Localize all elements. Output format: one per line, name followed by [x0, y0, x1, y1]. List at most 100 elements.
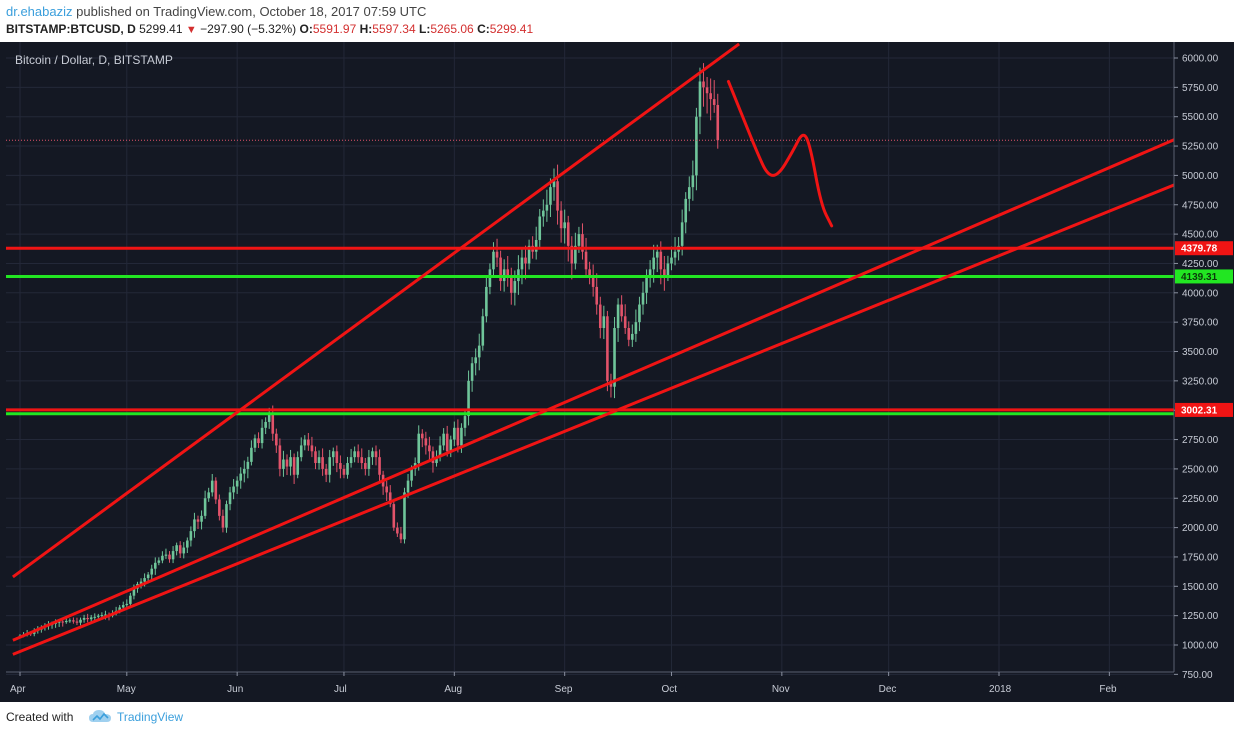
- candle-body: [552, 181, 556, 188]
- candle-body: [189, 531, 193, 541]
- time-tick-label: Oct: [661, 684, 677, 695]
- candle-body: [353, 451, 356, 458]
- candle-body: [321, 457, 324, 469]
- candle-body: [367, 457, 371, 469]
- candle-body: [588, 269, 591, 276]
- candle-body: [417, 433, 421, 464]
- price-chart[interactable]: Bitcoin / Dollar, D, BITSTAMP 750.00 1000.…: [0, 42, 1234, 702]
- candle-body: [712, 99, 716, 105]
- candle-body: [641, 292, 645, 305]
- close-value: 5299.41: [489, 22, 534, 36]
- time-tick-label: Sep: [555, 684, 573, 695]
- author-link[interactable]: dr.ehabaziz: [6, 4, 73, 19]
- candle-body: [232, 486, 235, 493]
- candle-body: [378, 457, 381, 475]
- candle-body: [161, 555, 164, 561]
- candle-body: [556, 181, 559, 211]
- candle-body: [602, 316, 606, 329]
- candle-body: [282, 459, 285, 469]
- candles: [18, 63, 720, 639]
- candle-body: [196, 519, 200, 522]
- candle-body: [68, 620, 72, 622]
- candle-body: [577, 234, 581, 246]
- candle-body: [673, 251, 677, 258]
- time-tick-label: Jun: [227, 684, 243, 695]
- candle-body: [687, 187, 691, 199]
- candle-body: [146, 574, 150, 579]
- high-label: H:: [359, 22, 373, 36]
- price-tick-label: 2000.00: [1182, 523, 1219, 534]
- candle-body: [716, 104, 720, 141]
- candle-body: [200, 515, 203, 522]
- chart-panel[interactable]: Bitcoin / Dollar, D, BITSTAMP 750.00 1000.…: [0, 42, 1234, 702]
- candle-body: [292, 457, 296, 475]
- candle-body: [584, 251, 588, 270]
- candle-body: [470, 363, 474, 381]
- candle-body: [64, 620, 68, 623]
- level-tag-label: 4139.31: [1181, 272, 1218, 283]
- candle-body: [559, 210, 563, 229]
- candle-body: [150, 568, 154, 575]
- candle-body: [129, 595, 132, 604]
- candle-body: [97, 615, 100, 617]
- candle-body: [75, 621, 79, 623]
- candle-body: [399, 533, 403, 540]
- candle-body: [620, 304, 623, 317]
- publication-header: dr.ehabaziz published on TradingView.com…: [0, 0, 1234, 42]
- candle-body: [61, 621, 65, 623]
- price-change: −297.90 (−5.32%): [200, 22, 297, 36]
- candle-body: [520, 257, 524, 270]
- candle-body: [403, 492, 406, 540]
- candle-body: [57, 621, 61, 623]
- price-tick-label: 2500.00: [1182, 464, 1219, 475]
- candle-body: [445, 433, 449, 452]
- candle-body: [72, 620, 75, 622]
- candle-body: [125, 603, 129, 606]
- candle-body: [132, 588, 136, 596]
- level-tag-green: [1175, 269, 1233, 284]
- tradingview-link[interactable]: TradingView: [117, 710, 184, 724]
- price-tick-label: 2750.00: [1182, 435, 1219, 446]
- time-tick-label: Apr: [10, 684, 26, 695]
- candle-body: [346, 463, 349, 475]
- chart-title: Bitcoin / Dollar, D, BITSTAMP: [15, 53, 173, 67]
- level-tag-label: 4379.78: [1181, 244, 1218, 255]
- candle-body: [606, 316, 609, 381]
- low-label: L:: [419, 22, 431, 36]
- candle-body: [680, 222, 684, 246]
- candle-body: [634, 322, 638, 334]
- candle-body: [218, 499, 221, 516]
- candle-body: [264, 421, 267, 428]
- price-tick-label: 4000.00: [1182, 288, 1219, 299]
- candle-body: [563, 222, 566, 229]
- candle-body: [392, 504, 396, 528]
- candle-body: [260, 427, 264, 444]
- candle-body: [431, 451, 435, 464]
- candle-body: [349, 457, 353, 464]
- price-tick-label: 750.00: [1182, 670, 1213, 681]
- candle-body: [477, 345, 481, 358]
- trend-line: [12, 138, 1174, 642]
- price-tick-label: 5750.00: [1182, 83, 1219, 94]
- candle-body: [474, 357, 477, 364]
- price-tick-label: 2250.00: [1182, 494, 1219, 505]
- candle-body: [506, 269, 510, 276]
- candle-body: [509, 275, 513, 293]
- candle-body: [463, 416, 467, 428]
- time-tick-label: Jul: [334, 684, 347, 695]
- candle-body: [513, 281, 517, 293]
- candle-body: [702, 81, 705, 88]
- candle-body: [595, 286, 599, 305]
- candle-body: [82, 617, 86, 620]
- horizontal-levels: [6, 246, 1174, 416]
- candle-body: [364, 463, 367, 469]
- open-value: 5591.97: [312, 22, 357, 36]
- low-value: 5265.06: [430, 22, 474, 36]
- candle-body: [623, 316, 627, 329]
- price-tick-label: 4750.00: [1182, 200, 1219, 211]
- candle-body: [534, 239, 538, 252]
- candle-body: [645, 275, 648, 293]
- trend-line: [12, 183, 1174, 656]
- published-text: published on TradingView.com, October 18…: [76, 4, 427, 19]
- price-tick-label: 3250.00: [1182, 376, 1219, 387]
